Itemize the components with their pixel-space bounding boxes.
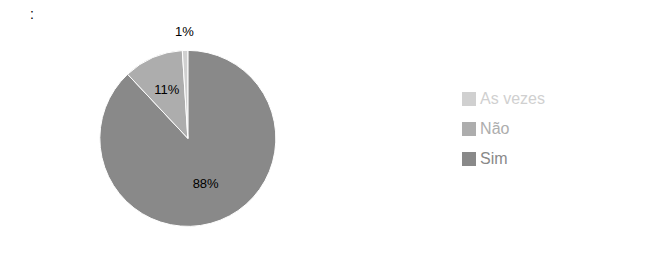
html-text:Sim: Sim bbox=[480, 149, 508, 167]
html-text:Não: Não bbox=[480, 119, 510, 137]
svg-text:88%: 88% bbox=[193, 176, 219, 191]
html-text:As vezes: As vezes bbox=[480, 89, 545, 107]
svg-text:1%: 1% bbox=[175, 24, 194, 39]
svg-text:11%: 11% bbox=[154, 82, 179, 97]
